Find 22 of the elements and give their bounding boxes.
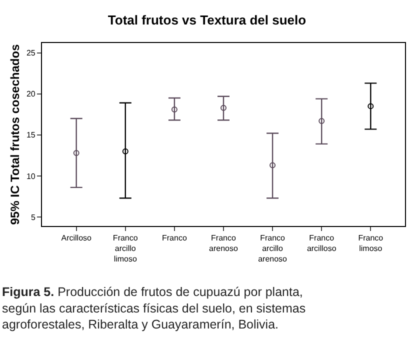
y-tick-label: 15 — [26, 130, 36, 140]
point — [122, 148, 128, 154]
x-tick-label: Franco limoso — [358, 234, 384, 253]
y-tick-label: 5 — [30, 212, 36, 222]
x-tick-label: Arcilloso — [61, 234, 92, 243]
y-tick-label: 25 — [26, 48, 36, 58]
x-tick-label: Franco — [162, 234, 188, 243]
point — [318, 118, 325, 124]
text: Figura 5. Producción de frutos de cupuazú por planta, según las características físicas del suelo, en sistemas agroforestales, Riberalta y Guayaramerín, Bolivia. — [2, 285, 306, 332]
x-tick-label: Franco arcillo limoso — [112, 234, 138, 264]
point — [368, 103, 374, 110]
x-tick-label: Franco arenoso — [209, 234, 238, 253]
point — [270, 162, 276, 168]
y-tick-label: 10 — [26, 172, 36, 181]
x-tick-label: Franco arcillo arenoso — [258, 234, 288, 264]
chart-title: Total frutos vs Textura del suelo — [108, 12, 306, 28]
y-axis-title: 95% IC Total frutos cosechados — [8, 44, 22, 225]
y-tick-label: 20 — [26, 90, 36, 99]
point — [220, 104, 226, 111]
point — [171, 106, 178, 112]
point — [73, 150, 80, 156]
x-tick-label: Franco arcilloso — [306, 234, 337, 253]
